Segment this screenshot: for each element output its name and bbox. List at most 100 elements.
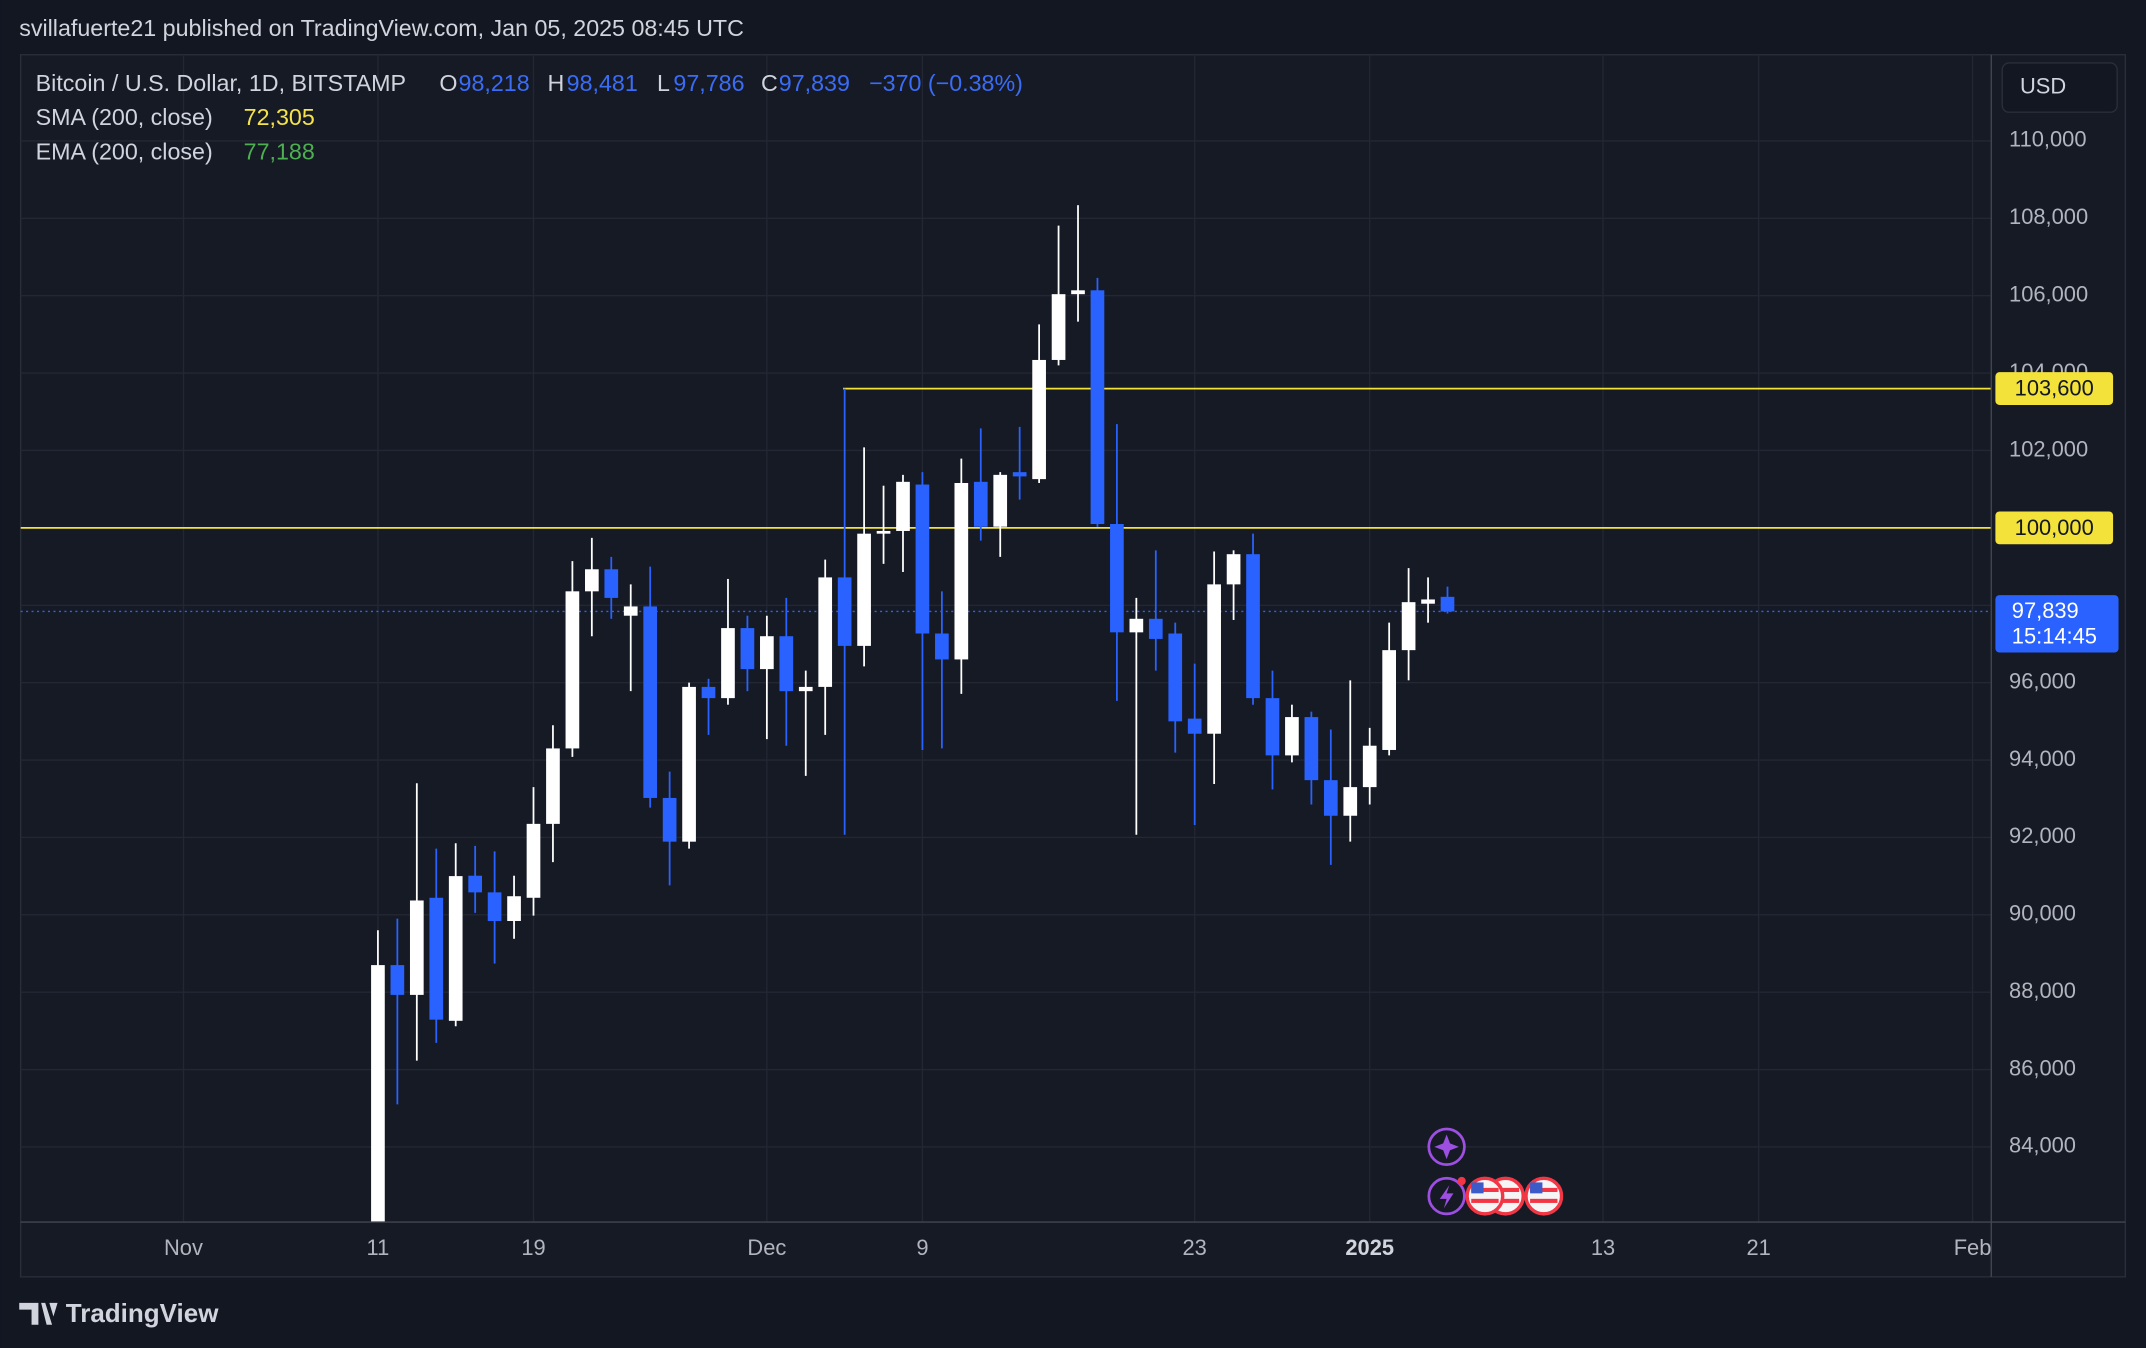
candle-body [1148,618,1163,639]
y-tick-label: 90,000 [2009,901,2076,926]
candle-body [701,686,716,699]
event-flag[interactable] [1465,1176,1505,1216]
candle-body [1343,787,1358,816]
candle-body [1187,718,1202,734]
ema-value: 77,188 [244,138,315,164]
candle-body [876,530,891,534]
candle-body [1032,359,1046,480]
candle-body [760,636,774,670]
y-tick-label: 96,000 [2009,668,2076,693]
candle-body [643,606,658,798]
last-price-label: 97,839 [2012,598,2079,623]
level-label-box [1995,511,2114,545]
open-label: O [439,70,457,96]
flag-stripe [1491,1198,1520,1203]
candle-body [896,481,910,531]
y-tick-label: 94,000 [2009,746,2076,771]
candle-body [1207,584,1221,734]
x-tick-label: Nov [164,1235,203,1260]
candle-body [973,481,988,527]
candle-body [740,628,755,670]
event-flag[interactable] [1524,1176,1564,1216]
candle-body [1071,290,1085,295]
flag-canton [1471,1182,1484,1194]
level-label-box [1995,372,2114,406]
currency-button-box[interactable] [2001,62,2118,113]
last-price-box [1995,595,2119,653]
ema-label: EMA (200, close) [36,138,213,164]
candle-body [1382,650,1396,750]
candle-body [604,569,619,598]
candle-body [818,577,833,687]
low-value: 97,786 [673,70,744,96]
currency-label[interactable]: USD [2020,73,2066,98]
x-tick-label: 11 [367,1235,390,1260]
candle-body [1168,633,1183,722]
flag-stripe [1530,1198,1558,1203]
candle-body [954,482,969,660]
y-tick-label: 84,000 [2009,1133,2076,1158]
candle-body [662,797,677,842]
candle-body [1051,294,1066,360]
candle-body [1226,554,1241,585]
high-value: 98,481 [567,70,638,96]
candle-body [837,577,852,646]
y-tick-label: 106,000 [2009,281,2088,306]
close-value: 97,839 [779,70,850,96]
candle-body [390,965,405,995]
candle-body [1401,602,1416,651]
candle-body [1129,618,1144,633]
flag-stripe [1491,1187,1520,1192]
x-tick-label: Dec [747,1235,786,1260]
legend: Bitcoin / U.S. Dollar, 1D, BITSTAMP O 98… [36,70,1023,164]
candle-body [915,484,930,634]
y-tick-label: 108,000 [2009,204,2088,229]
candle-body [487,892,502,921]
candle-body [584,569,599,592]
candle-body [546,748,560,824]
x-tick-label: 2025 [1345,1235,1394,1260]
high-label: H [547,70,564,96]
candle-body [507,896,521,921]
x-tick-label: 21 [1746,1235,1770,1260]
publisher-header: svillafuerte21 published on TradingView.… [19,15,744,41]
flag-stripe [1471,1198,1499,1203]
logo-mark[interactable] [19,1302,58,1325]
sma-value: 72,305 [244,104,315,130]
close-label: C [761,70,778,96]
candle-body [1265,698,1280,756]
currency-button[interactable]: USD [2001,62,2118,113]
candle-body [1090,290,1105,525]
sma-label: SMA (200, close) [36,104,213,130]
event-dot [1457,1176,1466,1186]
candle-body [779,636,794,692]
x-tick-label: 9 [916,1235,928,1260]
open-value: 98,218 [459,70,530,96]
y-tick-label: 102,000 [2009,436,2088,461]
candle-body [721,628,735,699]
candle-body [1246,554,1260,699]
axes: 84,000 86,000 88,000 90,000 92,000 94,000 96,0… [164,127,2119,1260]
plot-area [20,205,1992,1223]
candle-body [1012,472,1027,477]
footer-brand[interactable]: TradingView [66,1298,219,1328]
candle-body [448,876,463,1021]
candle-body [371,965,385,1223]
y-tick-label: 88,000 [2009,978,2076,1003]
candle-body [1323,780,1338,816]
event-icons [1427,1127,1564,1216]
candle-body [1285,717,1299,756]
event-star [1434,1134,1459,1160]
candle-body [1421,599,1435,604]
event-bolt [1439,1185,1454,1209]
candle-body [1362,745,1377,788]
candle-body [409,900,424,995]
x-tick-label: 19 [521,1235,545,1260]
candle-body [526,823,541,898]
footer-logo[interactable]: TradingView [19,1298,219,1328]
level-label: 100,000 [2015,515,2094,540]
candle-body [1304,717,1319,781]
low-label: L [657,70,670,96]
